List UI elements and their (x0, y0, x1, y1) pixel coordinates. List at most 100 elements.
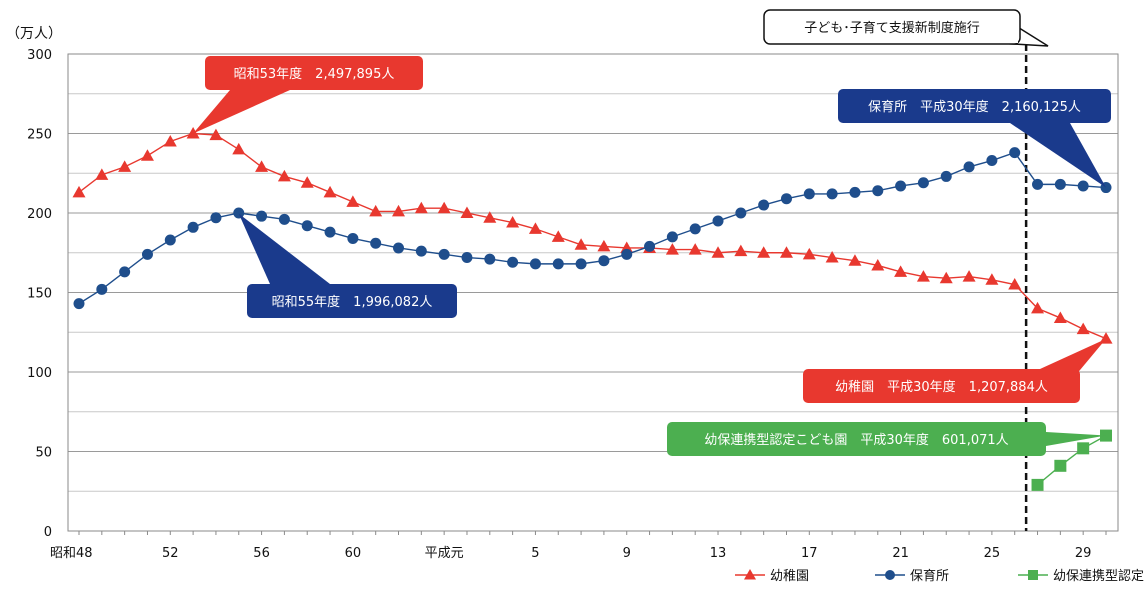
data-point (437, 201, 451, 214)
callout-3: 幼稚園 平成30年度 1,207,884人 (803, 338, 1106, 403)
callout-box (803, 369, 1080, 403)
x-tick-label: 平成元 (425, 546, 464, 561)
data-point (826, 188, 838, 200)
data-point (415, 245, 427, 257)
data-point (780, 193, 792, 205)
data-point (895, 180, 907, 192)
data-point (278, 213, 290, 225)
data-point (758, 199, 770, 211)
legend-label: 保育所 (910, 568, 949, 584)
data-point (1008, 278, 1022, 290)
data-point (95, 168, 109, 180)
data-point (323, 185, 337, 198)
y-tick-label: 200 (27, 207, 52, 222)
callout-1: 昭和55年度 1,996,082人 (238, 213, 457, 318)
data-point (621, 248, 633, 260)
callout-pointer (1046, 432, 1106, 446)
data-point (803, 188, 815, 200)
callout-pointer (1010, 123, 1106, 188)
data-point (186, 127, 200, 139)
data-point (484, 253, 496, 265)
data-point (528, 222, 542, 234)
data-point (1053, 311, 1067, 323)
data-point (141, 248, 153, 260)
data-point (986, 155, 998, 167)
x-tick-label: 56 (253, 546, 270, 561)
data-point (232, 142, 246, 155)
callout-pointer (193, 90, 290, 134)
y-axis-unit: （万人） (6, 26, 62, 42)
data-point (551, 230, 565, 242)
data-point (255, 160, 269, 172)
x-tick-label: 21 (892, 546, 909, 561)
callout-box (205, 56, 423, 90)
legend-label: 幼稚園 (770, 569, 809, 584)
x-tick-label: 13 (710, 546, 727, 561)
y-tick-label: 50 (35, 446, 52, 461)
callout-label: 昭和53年度 2,497,895人 (234, 66, 395, 82)
data-point (370, 237, 382, 249)
data-point (529, 258, 541, 270)
series-2 (1031, 429, 1112, 491)
data-point (96, 283, 108, 295)
data-point (802, 247, 816, 260)
data-point (1054, 178, 1066, 190)
data-point (507, 256, 519, 268)
event-label: 子ども･子育て支援新制度施行 (804, 20, 980, 36)
data-point (300, 176, 314, 188)
data-point (916, 270, 930, 282)
x-tick-label: 昭和48 (50, 546, 93, 561)
data-point (1100, 429, 1112, 442)
callout-4: 幼保連携型認定こども園 平成30年度 601,071人 (667, 422, 1106, 456)
data-point (461, 252, 473, 264)
data-point (460, 206, 474, 218)
series-line (1037, 434, 1107, 486)
data-point (597, 239, 611, 252)
data-point (1077, 442, 1090, 455)
y-tick-label: 250 (27, 128, 52, 143)
data-point (347, 232, 359, 244)
data-point (849, 186, 861, 198)
data-point (735, 207, 747, 219)
data-point (233, 207, 245, 219)
data-point (324, 226, 336, 238)
data-point (73, 298, 85, 310)
data-point (506, 216, 520, 228)
legend: 幼稚園 保育所 幼保連携型認定こども園 (735, 568, 1144, 584)
data-point (1009, 147, 1021, 159)
series-0 (72, 127, 1113, 344)
event-callout-seam (990, 25, 1018, 43)
data-point (346, 195, 360, 207)
data-point (119, 266, 131, 278)
plot-frame (67, 53, 1119, 532)
legend-marker (1028, 570, 1038, 580)
data-point (871, 258, 885, 271)
data-point (393, 242, 405, 254)
y-tick-label: 0 (44, 525, 52, 540)
x-tick-label: 60 (345, 546, 362, 561)
data-point (140, 149, 154, 161)
data-point (644, 240, 656, 252)
data-point (848, 254, 862, 266)
callout-box (838, 89, 1111, 123)
data-point (1032, 178, 1044, 190)
data-point (438, 248, 450, 260)
data-point (985, 273, 999, 285)
data-point (256, 210, 268, 222)
data-point (894, 265, 908, 277)
data-point (483, 211, 497, 223)
data-point (164, 234, 176, 246)
callout-label: 昭和55年度 1,996,082人 (272, 294, 433, 310)
data-point (963, 161, 975, 173)
data-point (414, 201, 428, 214)
data-point (917, 177, 929, 189)
data-point (940, 170, 952, 182)
callout-pointer (238, 213, 330, 284)
series-group (72, 127, 1113, 491)
data-point (1031, 478, 1044, 491)
legend-item-2: 幼保連携型認定こども園 (1018, 568, 1144, 584)
data-point (575, 258, 587, 270)
callout-label: 幼稚園 平成30年度 1,207,884人 (835, 379, 1048, 395)
